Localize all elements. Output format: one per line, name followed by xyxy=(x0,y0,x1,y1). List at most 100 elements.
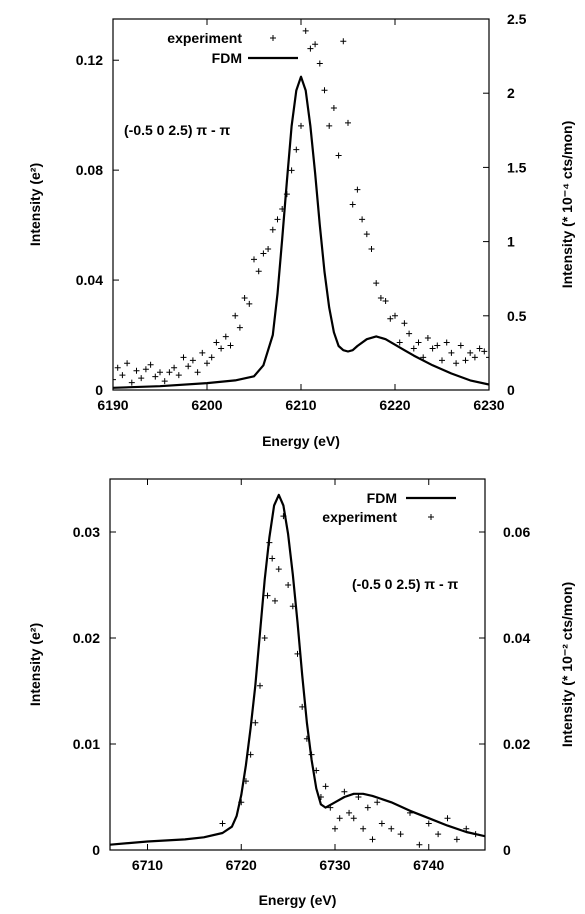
data-point xyxy=(364,804,371,811)
x-axis-title: Energy (eV) xyxy=(262,433,340,449)
data-point xyxy=(199,349,206,356)
plot-frame xyxy=(109,478,486,851)
data-point xyxy=(373,280,380,287)
data-point xyxy=(124,360,131,367)
y-axis-title-right: Intensity (* 10⁻² cts/mon) xyxy=(559,582,575,747)
data-point xyxy=(264,592,271,599)
data-point xyxy=(448,349,455,356)
plot-content xyxy=(110,493,485,848)
data-point xyxy=(213,339,220,346)
data-point xyxy=(241,294,248,301)
x-tick-label: 6710 xyxy=(132,857,163,873)
data-point xyxy=(355,794,362,800)
data-point xyxy=(247,751,254,758)
data-point xyxy=(359,216,366,223)
x-tick-label: 6190 xyxy=(97,397,128,413)
data-point xyxy=(388,825,395,832)
data-point xyxy=(392,312,398,319)
data-point xyxy=(316,60,323,67)
data-point xyxy=(407,809,413,816)
data-point xyxy=(363,231,370,238)
data-point xyxy=(274,216,281,223)
data-point xyxy=(378,820,385,827)
data-point xyxy=(175,372,182,379)
data-point xyxy=(439,357,445,364)
data-point xyxy=(312,41,319,48)
y-tick-label-right: 1.5 xyxy=(507,159,527,175)
data-point xyxy=(332,825,338,832)
data-point xyxy=(360,825,367,832)
data-point xyxy=(152,373,159,380)
data-point xyxy=(321,87,328,94)
y-tick-label-left: 0.02 xyxy=(73,630,100,646)
data-point xyxy=(476,345,483,352)
y-tick-label-left: 0.04 xyxy=(76,272,103,288)
y-tick-label-left: 0.03 xyxy=(73,524,100,540)
legend-point-swatch xyxy=(428,514,434,520)
data-point xyxy=(341,788,348,795)
data-point xyxy=(397,831,404,838)
x-tick-label: 6210 xyxy=(285,397,316,413)
data-point xyxy=(119,372,126,379)
y-tick-label-right: 0.06 xyxy=(503,524,530,540)
data-point xyxy=(251,256,257,263)
x-tick-label: 6220 xyxy=(379,397,410,413)
y-tick-label-right: 0.02 xyxy=(503,736,530,752)
data-point xyxy=(327,804,334,811)
data-point xyxy=(208,354,215,361)
x-axis-title: Energy (eV) xyxy=(259,892,337,908)
data-point xyxy=(236,324,243,331)
data-point xyxy=(288,167,295,174)
data-point xyxy=(114,364,121,371)
data-point xyxy=(349,201,356,208)
y-tick-label-right: 1 xyxy=(507,234,515,250)
data-point xyxy=(382,297,389,304)
x-tick-label: 6230 xyxy=(473,397,504,413)
data-point xyxy=(354,186,361,193)
x-tick-label: 6200 xyxy=(191,397,222,413)
data-point xyxy=(242,778,249,785)
data-point xyxy=(330,105,337,112)
y-tick-label-left: 0.08 xyxy=(76,162,103,178)
data-point xyxy=(374,799,381,806)
plot-frame xyxy=(112,18,490,391)
data-point xyxy=(298,122,304,129)
data-point xyxy=(266,539,273,546)
data-point xyxy=(415,339,422,346)
top-chart: 6190 6200 6210 6220 623000.040.080.1200.511.… xyxy=(27,11,575,449)
data-point xyxy=(416,841,423,848)
data-point xyxy=(255,268,262,275)
data-point xyxy=(157,369,163,376)
data-point xyxy=(222,333,229,340)
data-point xyxy=(285,582,292,588)
y-tick-label-right: 2 xyxy=(507,85,515,101)
data-point xyxy=(303,735,310,742)
data-point xyxy=(317,794,324,800)
data-point xyxy=(472,831,479,838)
annotation-label: (-0.5 0 2.5) π - π xyxy=(352,576,459,592)
data-point xyxy=(289,603,296,610)
data-point xyxy=(269,555,276,562)
y-tick-label-left: 0.01 xyxy=(73,736,100,752)
data-point xyxy=(180,354,187,361)
y-tick-label-left: 0 xyxy=(92,842,100,858)
data-point xyxy=(272,597,278,604)
data-point xyxy=(161,378,168,385)
data-point xyxy=(322,783,329,790)
data-point xyxy=(294,650,301,657)
legend-point-swatch xyxy=(270,35,276,41)
data-point xyxy=(269,226,276,233)
data-point xyxy=(142,366,149,373)
data-point xyxy=(453,836,460,843)
series-line-fdm xyxy=(113,75,489,389)
data-point xyxy=(299,703,306,710)
y-axis-title-left: Intensity (e²) xyxy=(27,623,43,706)
x-tick-label: 6730 xyxy=(319,857,350,873)
data-point xyxy=(302,27,309,34)
data-point xyxy=(463,825,470,832)
annotation-label: (-0.5 0 2.5) π - π xyxy=(124,122,231,138)
data-point xyxy=(377,294,384,301)
data-point xyxy=(257,682,263,689)
y-tick-label-right: 0 xyxy=(507,382,515,398)
data-point xyxy=(219,820,226,827)
